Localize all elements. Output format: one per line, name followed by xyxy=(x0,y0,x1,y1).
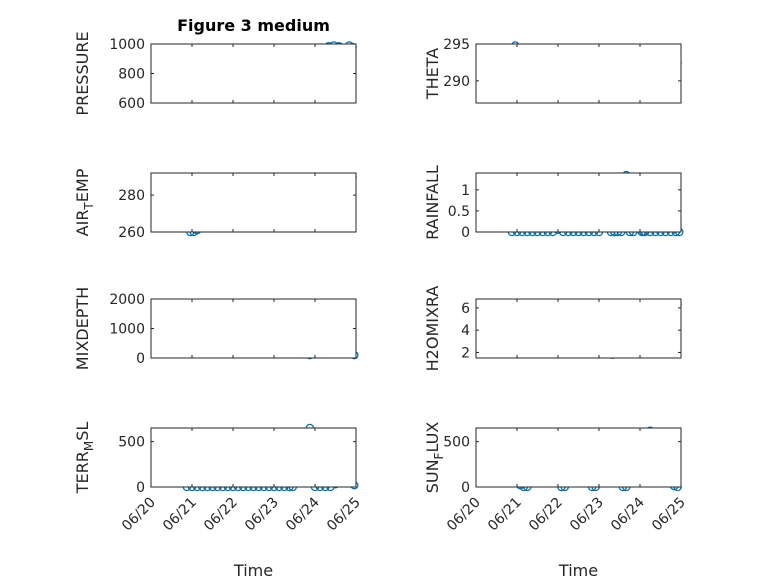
y-tick-label: 1 xyxy=(461,183,470,199)
y-axis-label: TERRMSL xyxy=(73,422,96,495)
x-axis-label: Time xyxy=(233,561,273,580)
y-tick-label: 500 xyxy=(443,435,470,451)
y-tick-label: 0.5 xyxy=(448,204,470,220)
y-tick-label: 2 xyxy=(461,345,470,361)
subplot-6: 2 4 6 H2OMIXRA xyxy=(423,286,682,372)
axes-frame xyxy=(475,43,682,104)
y-tick-label: 0 xyxy=(136,480,145,496)
y-axis-label-rest: EMP xyxy=(73,168,92,202)
y-axis-label: RAINFALL xyxy=(423,165,442,240)
y-axis-label-main: SUN xyxy=(423,459,442,493)
y-tick-label: 4 xyxy=(461,323,470,339)
y-tick-label: 290 xyxy=(443,74,470,90)
y-tick-label: 600 xyxy=(118,96,145,112)
axes-frame xyxy=(475,172,682,233)
y-axis-label: MIXDEPTH xyxy=(73,287,92,370)
subplot-5: 0 1000 2000 MIXDEPTH xyxy=(73,287,359,370)
y-axis-label-rest: LUX xyxy=(423,422,442,453)
axes-frame xyxy=(475,427,682,488)
y-tick-label: 260 xyxy=(118,225,145,241)
y-tick-label: 0 xyxy=(461,225,470,241)
y-axis-label-subscript: F xyxy=(432,452,446,459)
x-axis-label: Time xyxy=(558,561,598,580)
y-axis-label: AIRTEMP xyxy=(73,168,96,236)
y-tick-label: 0 xyxy=(136,351,145,367)
y-axis-label: SUNFLUX xyxy=(423,422,446,494)
y-axis-label: THETA xyxy=(423,48,442,100)
y-axis-label-subscript: T xyxy=(82,202,96,211)
y-tick-label: 1000 xyxy=(109,37,145,53)
subplot-1: 600 800 1000 PRESSURE Figure 3 medium xyxy=(73,16,357,116)
y-axis-label-subscript: M xyxy=(82,441,96,451)
y-tick-label: 295 xyxy=(443,37,470,53)
y-axis-label: PRESSURE xyxy=(73,31,92,115)
y-tick-label: 1000 xyxy=(109,322,145,338)
subplot-4: 0 0.5 1 RAINFALL xyxy=(423,165,684,241)
y-tick-label: 0 xyxy=(461,480,470,496)
subplot-3: 260 280 AIRTEMP xyxy=(73,168,357,241)
axes-frame xyxy=(150,43,357,104)
y-axis-label-main: AIR xyxy=(73,210,92,237)
axes-frame xyxy=(150,427,357,488)
chart-title: Figure 3 medium xyxy=(177,16,330,35)
y-tick-label: 800 xyxy=(118,67,145,83)
axes-frame xyxy=(150,298,357,359)
y-axis-label: H2OMIXRA xyxy=(423,286,442,372)
y-tick-label: 280 xyxy=(118,188,145,204)
y-axis-label-rest: SL xyxy=(73,422,92,441)
y-tick-label: 500 xyxy=(118,435,145,451)
axes-frame xyxy=(150,172,357,233)
y-tick-label: 6 xyxy=(461,301,470,317)
y-tick-label: 2000 xyxy=(109,292,145,308)
y-axis-label-main: TERR xyxy=(73,451,92,494)
axes-frame xyxy=(475,298,682,359)
